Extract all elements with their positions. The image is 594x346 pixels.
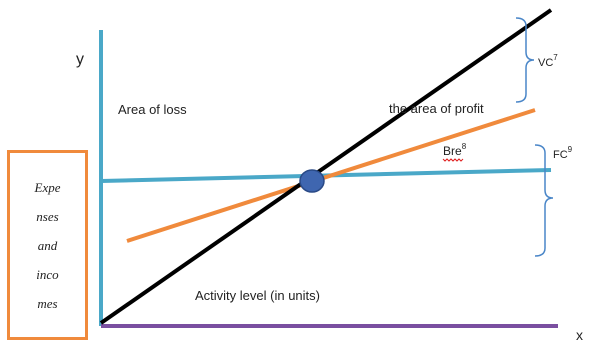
y-axis-label: y — [76, 51, 84, 68]
fc-brace — [534, 144, 554, 257]
vc-label-sup: 7 — [553, 53, 558, 62]
expenses-incomes-box: Expe nses and inco mes — [7, 150, 88, 340]
revenue-line — [99, 8, 553, 325]
fc-label: FC9 — [553, 145, 573, 161]
x-axis-label: x — [576, 327, 583, 343]
loss-area-label: Area of loss — [118, 102, 187, 117]
side-box-line: mes — [37, 295, 58, 311]
vc-brace — [515, 17, 535, 103]
variable-cost-line — [126, 108, 536, 243]
spellcheck-squiggle — [442, 158, 464, 162]
fc-label-text: FC — [553, 149, 568, 161]
side-box-line: inco — [36, 266, 59, 282]
activity-level-label: Activity level (in units) — [195, 288, 320, 303]
breakeven-label-sup: 8 — [462, 142, 467, 151]
profit-area-label: the area of profit — [389, 101, 484, 116]
breakeven-label: Bre8 — [443, 142, 467, 158]
breakeven-label-text: Bre — [443, 144, 462, 158]
side-box-line: Expe — [34, 179, 61, 195]
vc-label-text: VC — [538, 57, 553, 69]
breakeven-point — [299, 169, 325, 193]
side-box-line: and — [37, 237, 58, 253]
fc-label-sup: 9 — [568, 145, 573, 154]
side-box-line: nses — [36, 208, 59, 224]
vc-label: VC7 — [538, 53, 558, 69]
